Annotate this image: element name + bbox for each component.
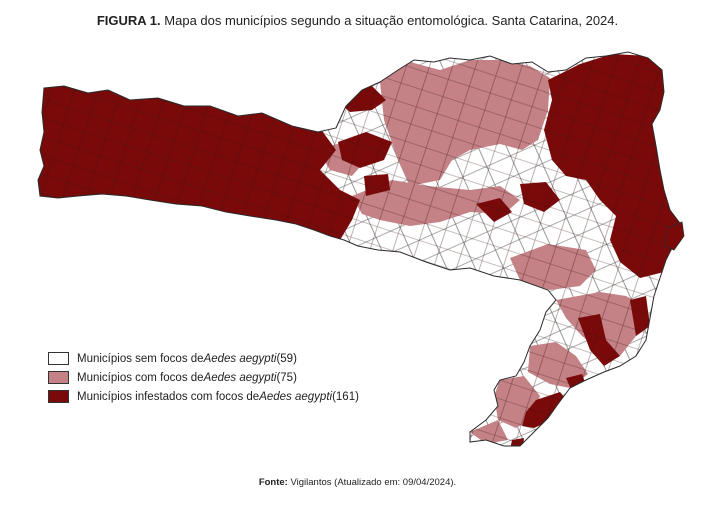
legend-label-species: Aedes aegypti [259,390,333,403]
source-label: Fonte: [258,477,288,488]
legend-swatch-infested [48,390,69,403]
figure-title: FIGURA 1. Mapa dos municípios segundo a … [0,13,715,28]
figure-label: FIGURA 1. [96,13,161,28]
map-legend: Municípios sem focos de Aedes aegypti (5… [48,349,359,406]
island [663,221,685,251]
legend-item-with-foci: Municípios com focos de Aedes aegypti (7… [48,368,359,387]
legend-label-prefix: Municípios infestados com focos de [77,390,260,403]
legend-item-infested: Municípios infestados com focos de Aedes… [48,387,359,406]
legend-swatch-with-foci [48,371,69,384]
source-note: Fonte: Vigilantos (Atualizado em: 09/04/… [0,477,715,488]
legend-label-species: Aedes aegypti [203,352,277,365]
legend-swatch-none [48,352,69,365]
state-outline [37,51,683,447]
legend-label-count: (59) [276,352,297,365]
legend-label-count: (75) [276,371,297,384]
legend-label-count: (161) [332,390,359,403]
figure-title-text: Mapa dos municípios segundo a situação e… [164,13,619,28]
legend-label-prefix: Municípios sem focos de [77,352,204,365]
legend-item-none: Municípios sem focos de Aedes aegypti (5… [48,349,359,368]
legend-label-prefix: Municípios com focos de [77,371,204,384]
source-text: Vigilantos (Atualizado em: 09/04/2024). [287,477,457,488]
legend-label-species: Aedes aegypti [203,371,277,384]
